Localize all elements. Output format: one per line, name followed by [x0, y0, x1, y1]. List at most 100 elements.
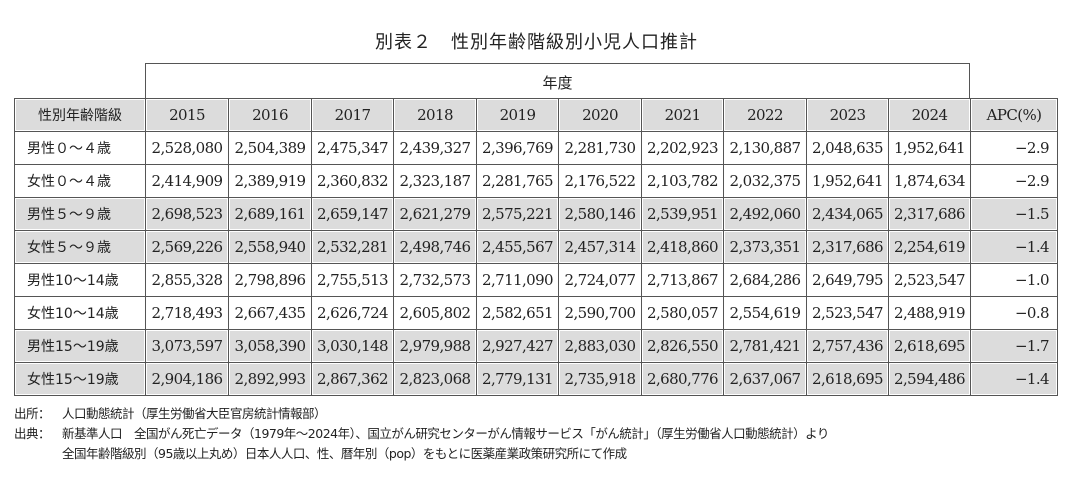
population-cell: 2,698,523 — [145, 197, 229, 231]
population-cell: 2,532,281 — [311, 230, 394, 264]
population-cell: 2,979,988 — [393, 329, 477, 363]
table-row: 男性５～９歳 2,698,523 2,689,161 2,659,147 2,621,2… — [14, 197, 1058, 231]
population-cell: 2,434,065 — [806, 197, 889, 231]
apc-cell: −2.9 — [970, 131, 1058, 165]
note-text: 新基準人口 全国がん死亡データ（1979年～2024年）、国立がん研究センターが… — [62, 426, 829, 441]
column-header-year: 2018 — [393, 98, 477, 132]
population-cell: 2,323,187 — [393, 164, 477, 198]
population-cell: 2,618,695 — [806, 362, 889, 396]
note-line: 全国年齢階級別（95歳以上丸め）日本人人口、性、暦年別（pop）をもとに医薬産業… — [14, 444, 829, 464]
population-cell: 2,523,547 — [806, 296, 889, 330]
population-cell: 2,713,867 — [641, 263, 724, 297]
population-cell: 2,735,918 — [558, 362, 642, 396]
population-cell: 2,032,375 — [723, 164, 807, 198]
row-label: 女性10～14歳 — [14, 296, 146, 330]
apc-cell: −1.4 — [970, 230, 1058, 264]
population-table: 性別年齢階級 2015 2016 2017 2018 2019 2020 2021 2022 20… — [14, 98, 1058, 396]
population-cell: 2,418,860 — [641, 230, 724, 264]
population-cell: 2,475,347 — [311, 131, 394, 165]
population-cell: 2,732,573 — [393, 263, 477, 297]
population-cell: 2,667,435 — [228, 296, 312, 330]
population-cell: 2,582,651 — [476, 296, 559, 330]
population-cell: 2,492,060 — [723, 197, 807, 231]
population-cell: 2,580,146 — [558, 197, 642, 231]
population-cell: 2,823,068 — [393, 362, 477, 396]
population-cell: 2,414,909 — [145, 164, 229, 198]
population-cell: 2,718,493 — [145, 296, 229, 330]
population-cell: 1,952,641 — [806, 164, 889, 198]
table-title: 別表２ 性別年齢階級別小児人口推計 — [375, 32, 698, 53]
row-label: 男性０～４歳 — [14, 131, 146, 165]
population-cell: 2,826,550 — [641, 329, 724, 363]
population-cell: 2,867,362 — [311, 362, 394, 396]
row-label: 女性15～19歳 — [14, 362, 146, 396]
note-line: 出所： 人口動態統計（厚生労働省大臣官房統計情報部） — [14, 404, 829, 424]
note-text: 全国年齢階級別（95歳以上丸め）日本人人口、性、暦年別（pop）をもとに医薬産業… — [62, 446, 627, 461]
population-cell: 2,580,057 — [641, 296, 724, 330]
note-text: 人口動態統計（厚生労働省大臣官房統計情報部） — [62, 406, 327, 421]
population-cell: 2,626,724 — [311, 296, 394, 330]
population-cell: 2,504,389 — [228, 131, 312, 165]
population-cell: 2,130,887 — [723, 131, 807, 165]
population-cell: 1,952,641 — [888, 131, 971, 165]
population-cell: 2,281,765 — [476, 164, 559, 198]
population-cell: 2,724,077 — [558, 263, 642, 297]
population-cell: 2,711,090 — [476, 263, 559, 297]
table-row: 女性０～４歳 2,414,909 2,389,919 2,360,832 2,323,1… — [14, 164, 1058, 198]
column-header-year: 2016 — [228, 98, 312, 132]
population-cell: 2,048,635 — [806, 131, 889, 165]
population-cell: 2,904,186 — [145, 362, 229, 396]
column-header-year: 2023 — [806, 98, 889, 132]
note-key: 出典： — [14, 426, 51, 441]
population-cell: 2,317,686 — [888, 197, 971, 231]
table-row: 男性15～19歳 3,073,597 3,058,390 3,030,148 2,979… — [14, 329, 1058, 363]
apc-cell: −1.0 — [970, 263, 1058, 297]
population-cell: 2,680,776 — [641, 362, 724, 396]
population-cell: 2,855,328 — [145, 263, 229, 297]
population-cell: 2,689,161 — [228, 197, 312, 231]
population-cell: 2,781,421 — [723, 329, 807, 363]
apc-cell: −1.7 — [970, 329, 1058, 363]
row-label: 男性５～９歳 — [14, 197, 146, 231]
notes: 出所： 人口動態統計（厚生労働省大臣官房統計情報部） 出典： 新基準人口 全国がん死亡… — [14, 404, 829, 464]
population-cell: 2,590,700 — [558, 296, 642, 330]
population-cell: 2,594,486 — [888, 362, 971, 396]
population-cell: 2,554,619 — [723, 296, 807, 330]
population-cell: 2,892,993 — [228, 362, 312, 396]
population-cell: 2,618,695 — [888, 329, 971, 363]
population-cell: 2,455,567 — [476, 230, 559, 264]
column-header-year: 2020 — [558, 98, 642, 132]
column-header-year: 2019 — [476, 98, 559, 132]
column-header-category: 性別年齢階級 — [14, 98, 146, 132]
row-label: 男性10～14歳 — [14, 263, 146, 297]
population-cell: 3,030,148 — [311, 329, 394, 363]
note-key — [14, 444, 62, 464]
population-cell: 2,684,286 — [723, 263, 807, 297]
year-group-label: 年度 — [542, 74, 573, 92]
population-cell: 2,202,923 — [641, 131, 724, 165]
population-cell: 2,755,513 — [311, 263, 394, 297]
population-cell: 2,373,351 — [723, 230, 807, 264]
population-cell: 2,498,746 — [393, 230, 477, 264]
apc-cell: −1.5 — [970, 197, 1058, 231]
apc-cell: −1.4 — [970, 362, 1058, 396]
table-row: 男性10～14歳 2,855,328 2,798,896 2,755,513 2,732… — [14, 263, 1058, 297]
year-group-header: 年度 — [145, 63, 970, 98]
population-cell: 2,575,221 — [476, 197, 559, 231]
population-cell: 2,254,619 — [888, 230, 971, 264]
population-cell: 2,317,686 — [806, 230, 889, 264]
table-row: 女性５～９歳 2,569,226 2,558,940 2,532,281 2,498,7… — [14, 230, 1058, 264]
population-cell: 2,757,436 — [806, 329, 889, 363]
population-cell: 2,659,147 — [311, 197, 394, 231]
row-label: 女性５～９歳 — [14, 230, 146, 264]
population-cell: 2,176,522 — [558, 164, 642, 198]
population-cell: 2,539,951 — [641, 197, 724, 231]
population-cell: 1,874,634 — [888, 164, 971, 198]
population-cell: 2,528,080 — [145, 131, 229, 165]
population-cell: 2,523,547 — [888, 263, 971, 297]
row-label: 男性15～19歳 — [14, 329, 146, 363]
apc-cell: −2.9 — [970, 164, 1058, 198]
population-cell: 3,073,597 — [145, 329, 229, 363]
column-header-apc: APC(%) — [970, 98, 1058, 132]
population-cell: 2,103,782 — [641, 164, 724, 198]
